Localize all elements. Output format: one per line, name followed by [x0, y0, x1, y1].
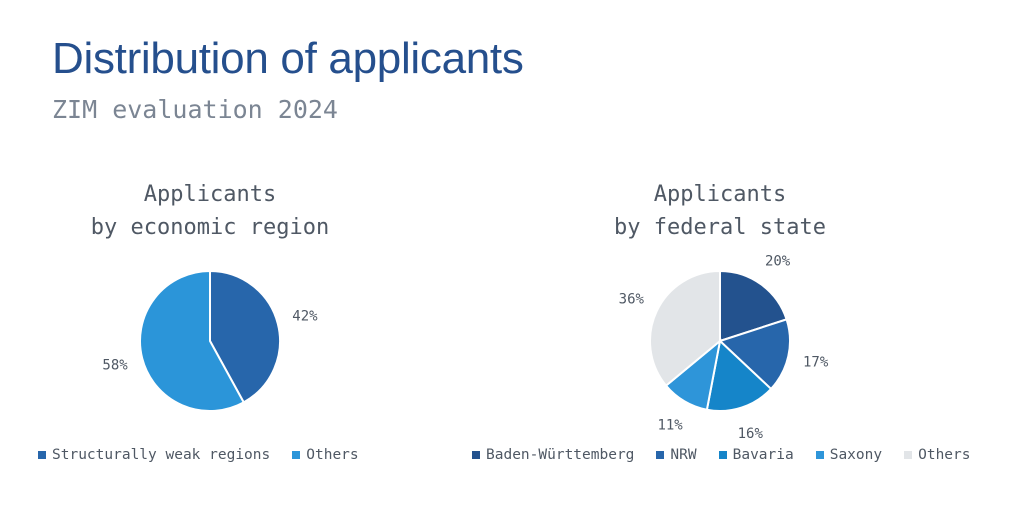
page-subtitle: ZIM evaluation 2024	[52, 95, 338, 124]
legend-swatch	[904, 451, 913, 459]
legend-item: Structurally weak regions	[38, 447, 270, 463]
legend-item: NRW	[656, 447, 697, 463]
legend-economic-region: Structurally weak regions Others	[38, 447, 359, 463]
legend-item: Baden-Württemberg	[472, 447, 634, 463]
legend-swatch	[38, 451, 46, 459]
legend-label: Saxony	[829, 447, 883, 463]
pie-slice	[649, 269, 721, 388]
legend-swatch	[815, 451, 824, 459]
chart-title-line: Applicants	[143, 182, 277, 207]
chart-title-line: by federal state	[614, 215, 826, 240]
chart-title-line: Applicants	[653, 182, 787, 207]
slice-label: 11%	[657, 417, 683, 433]
legend-label: Others	[918, 447, 971, 463]
legend-federal-state: Baden-Württemberg NRW Bavaria Saxony Oth…	[472, 447, 971, 463]
legend-item: Others	[904, 447, 971, 463]
pie-slice	[139, 269, 246, 412]
legend-label: NRW	[670, 447, 697, 463]
legend-item: Others	[292, 447, 359, 463]
slice-label: 20%	[765, 254, 791, 270]
pie-slice	[705, 339, 773, 412]
pie-slice	[719, 269, 788, 343]
legend-label: Others	[306, 447, 359, 463]
legend-item: Saxony	[815, 447, 883, 463]
legend-swatch	[656, 451, 665, 459]
legend-swatch	[472, 451, 480, 459]
slice-label: 42%	[292, 309, 318, 325]
slice-label: 36%	[619, 291, 645, 307]
pie-slice	[209, 269, 281, 404]
page-title: Distribution of applicants	[52, 34, 524, 83]
chart-title-line: by economic region	[90, 215, 330, 240]
slice-label: 17%	[803, 354, 829, 370]
legend-swatch	[292, 451, 301, 459]
legend-item: Bavaria	[718, 447, 794, 463]
chart-title-economic-region: Applicants by economic region	[10, 178, 410, 244]
legend-label: Bavaria	[732, 447, 794, 463]
pie-slice	[718, 318, 791, 391]
chart-title-federal-state: Applicants by federal state	[520, 178, 920, 244]
legend-label: Structurally weak regions	[52, 447, 271, 463]
slice-label: 58%	[102, 357, 128, 373]
legend-label: Baden-Württemberg	[486, 447, 635, 463]
slice-label: 16%	[738, 426, 764, 442]
legend-swatch	[718, 451, 727, 459]
